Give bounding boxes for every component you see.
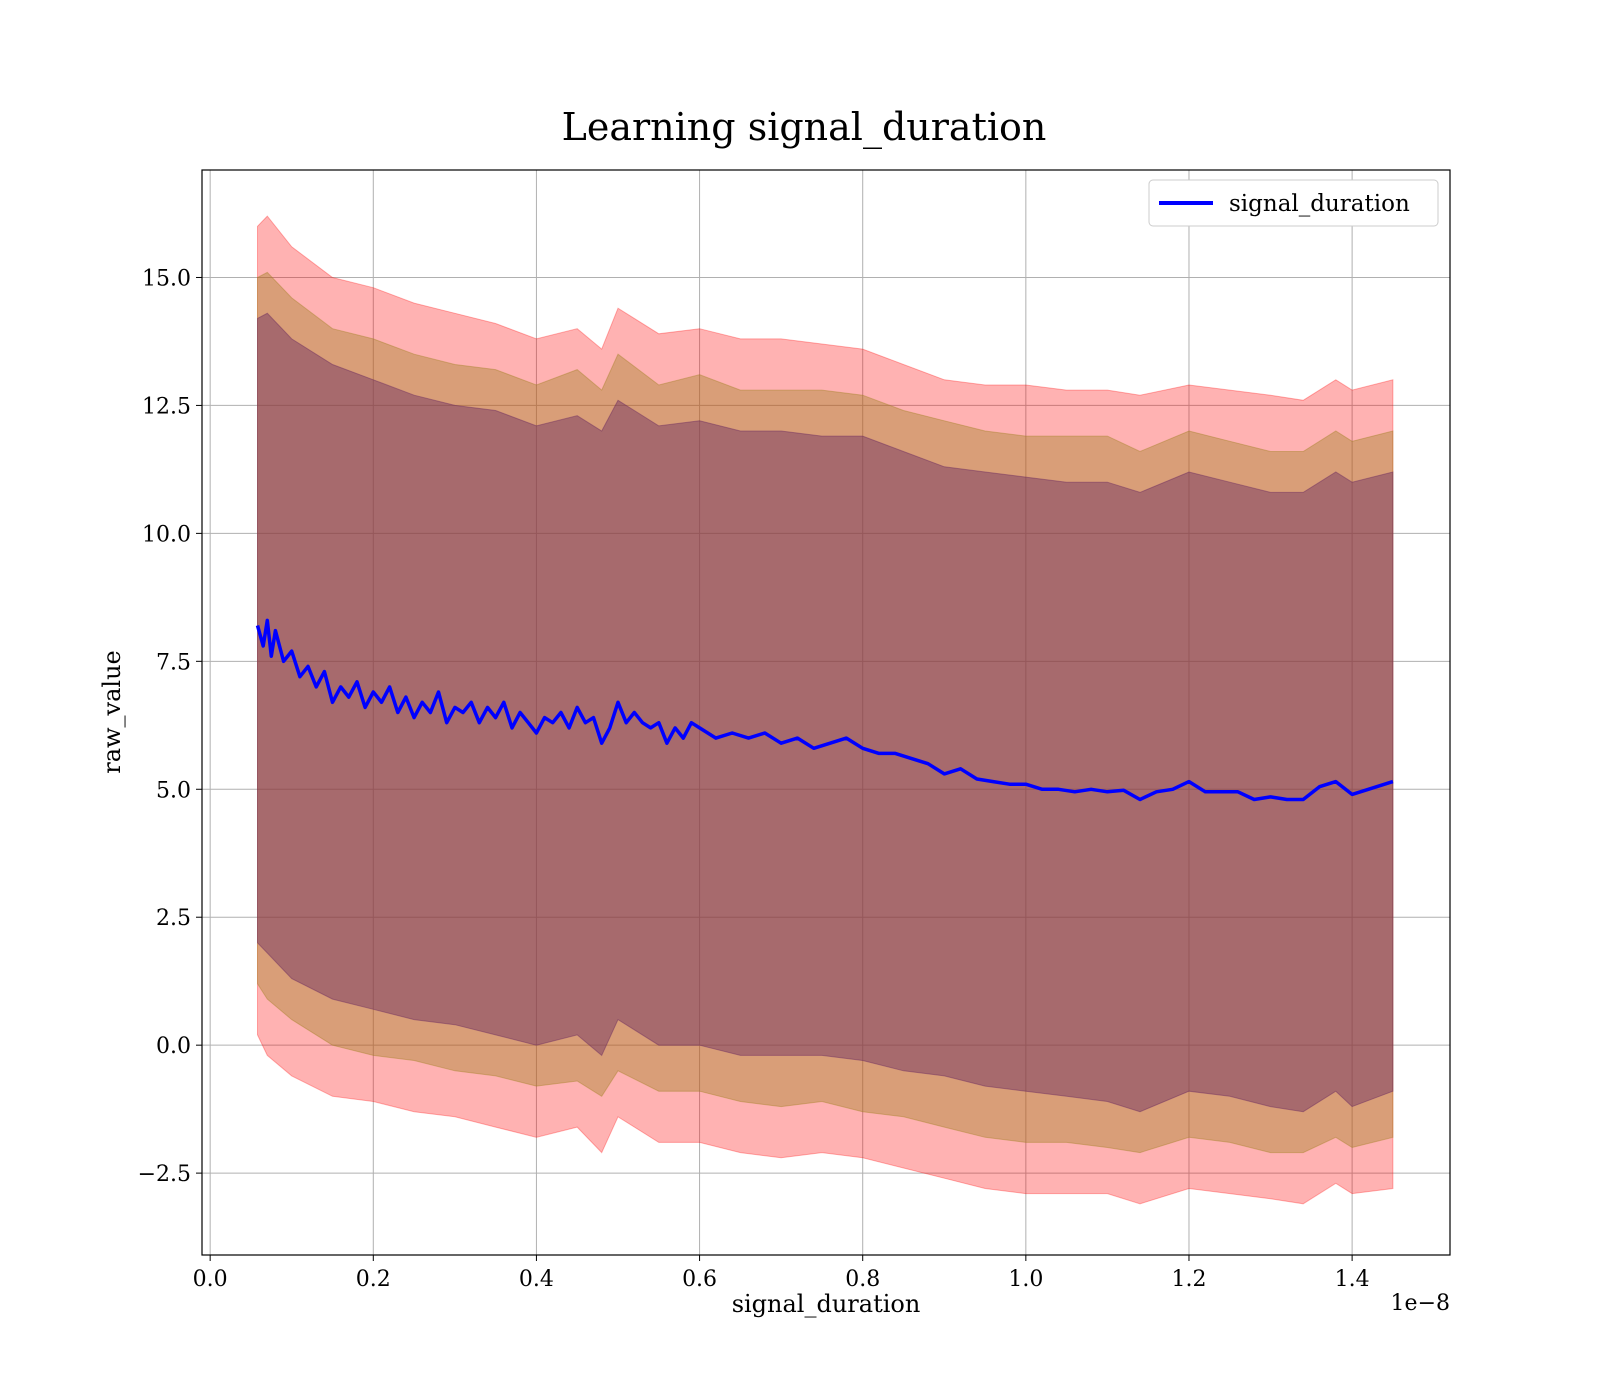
- y-tick-label: 5.0: [156, 778, 191, 803]
- confidence-band: [257, 215, 1394, 1205]
- x-tick-label: 1.0: [1008, 1267, 1043, 1292]
- x-tick-label: 0.2: [356, 1267, 391, 1292]
- y-axis-label: raw_value: [98, 650, 126, 774]
- legend: signal_duration: [1148, 179, 1439, 227]
- legend-box: [1148, 179, 1439, 227]
- y-tick-label: 15.0: [142, 266, 191, 291]
- x-tick-label: 0.4: [519, 1267, 554, 1292]
- y-tick-label: 12.5: [142, 394, 191, 419]
- plot-area: [202, 170, 1450, 1255]
- plot-frame: [201, 169, 1451, 1256]
- confidence-bands: [257, 215, 1394, 1205]
- series-line: [255, 618, 1394, 802]
- confidence-band: [257, 271, 1394, 1154]
- y-tick-label: 10.0: [142, 522, 191, 547]
- y-tick-label: 0.0: [156, 1034, 191, 1059]
- x-axis-offset-label: 1e−8: [1391, 1291, 1450, 1316]
- x-tick-label: 1.4: [1335, 1267, 1370, 1292]
- chart-title: Learning signal_duration: [562, 105, 1047, 150]
- x-tick-label: 0.0: [193, 1267, 228, 1292]
- series-lines: [255, 618, 1394, 802]
- x-tick-label: 1.2: [1171, 1267, 1206, 1292]
- y-tick-label: 2.5: [156, 906, 191, 931]
- x-tick-label: 0.8: [845, 1267, 880, 1292]
- x-axis-label: signal_duration: [732, 1290, 921, 1318]
- y-tick-label: 7.5: [156, 650, 191, 675]
- axis-ticks: 0.0 0.2 0.4 0.6 0.8 1.0 1.2 1.4 −2.5 0.0 2.5 5.0 7.5…: [138, 266, 1370, 1292]
- legend-label: signal_duration: [1229, 191, 1410, 217]
- y-tick-label: −2.5: [138, 1162, 191, 1187]
- confidence-band: [257, 312, 1394, 1113]
- x-tick-label: 0.6: [682, 1267, 717, 1292]
- grid: [202, 170, 1450, 1255]
